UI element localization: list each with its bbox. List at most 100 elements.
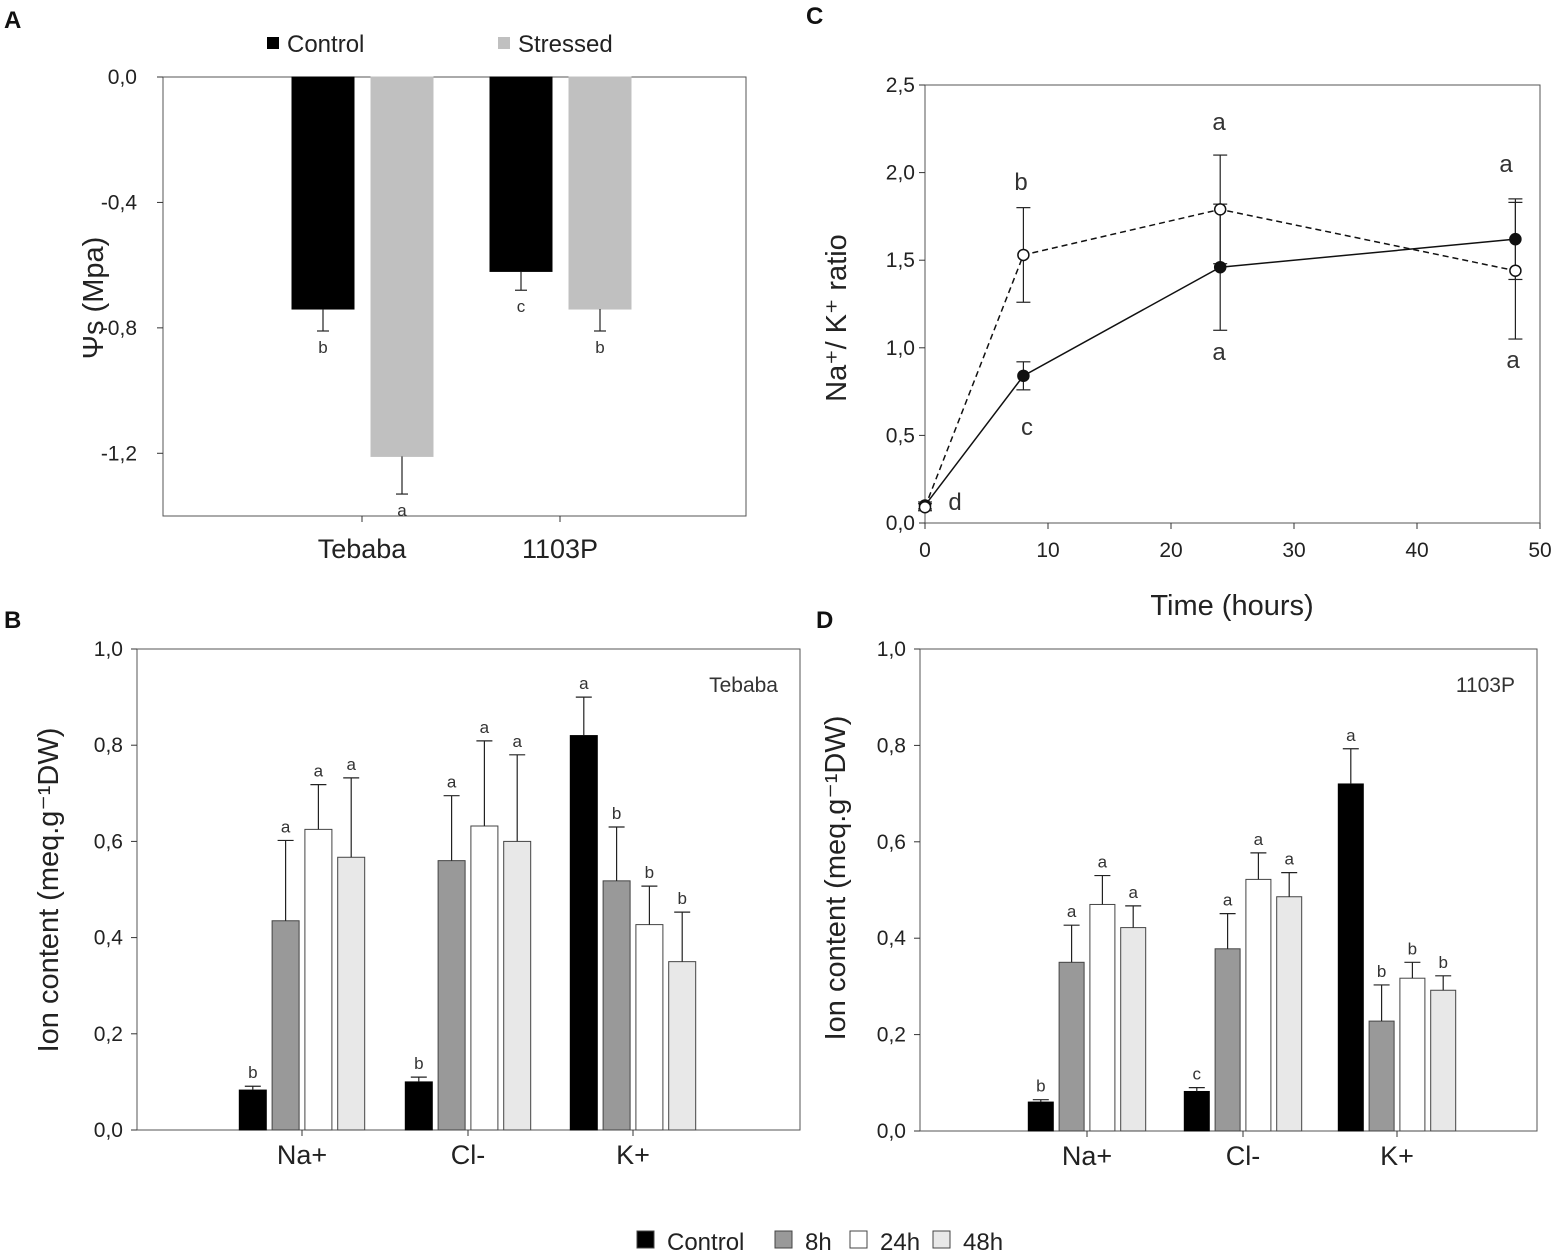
panel-d-bar-24h — [1089, 903, 1116, 1132]
panel-b-ytick-label: 0,0 — [94, 1119, 123, 1142]
panel-c-xtick-label: 10 — [1036, 539, 1059, 562]
panel-a-ytick-label: 0,0 — [108, 66, 137, 89]
panel-b-category-label: K+ — [616, 1140, 650, 1170]
panel-c-ylabel: Na⁺/ K⁺ ratio — [821, 234, 853, 402]
panel-c-xtick-label: 40 — [1405, 539, 1428, 562]
panel-c-sig-label: b — [1014, 169, 1027, 196]
legend-label: 24h — [880, 1229, 920, 1255]
panel-b-sig-label: a — [480, 718, 490, 737]
panel-b-bar-48h — [503, 840, 532, 1131]
panel-a-ylabel: Ψs (Mpa) — [78, 237, 110, 360]
panel-b-bar-8h — [271, 920, 300, 1131]
panel-d-sig-label: b — [1438, 953, 1447, 972]
panel-b-bar-24h — [635, 924, 664, 1131]
panel-b-ytick-label: 1,0 — [94, 638, 123, 661]
panel-c-ytick-label: 0,0 — [886, 512, 915, 535]
panel-d-sig-label: a — [1128, 883, 1138, 902]
legend-swatch-8h — [774, 1230, 793, 1249]
panel-b-ytick-label: 0,4 — [94, 927, 124, 950]
panel-b-sig-label: a — [579, 674, 589, 693]
panel-c-point-1103p — [1509, 264, 1522, 277]
panel-c-xtick-label: 50 — [1528, 539, 1551, 562]
panel-a-category-label: Tebaba — [318, 534, 408, 564]
panel-b-bar-48h — [668, 961, 697, 1131]
panel-b-sig-label: b — [677, 889, 686, 908]
panel-d-sig-label: a — [1254, 830, 1264, 849]
panel-b-bar-48h — [337, 856, 366, 1131]
panel-d-inset-label: 1103P — [1456, 674, 1515, 697]
panel-d-bar-24h — [1245, 878, 1272, 1132]
panel-c-line-1103p — [924, 208, 1516, 508]
panel-c-point-1103p — [918, 500, 932, 514]
panel-d-bar-8h — [1058, 961, 1085, 1132]
panel-c-sig-label: a — [1506, 347, 1520, 374]
panel-d-ytick-label: 0,4 — [877, 927, 907, 950]
panel-d-ytick-label: 0,2 — [877, 1024, 906, 1047]
panel-c-xtick-label: 0 — [919, 539, 931, 562]
panel-a-legend-swatch-stressed — [498, 37, 510, 49]
panel-d-category-label: K+ — [1380, 1141, 1414, 1171]
panel-c-sig-label: c — [1021, 414, 1033, 441]
panel-a: A Ψs (Mpa) 0,0 -0,4 -0,8 -1,2 Tebaba 1103P b c a… — [4, 7, 747, 564]
legend-label: 48h — [963, 1229, 1003, 1255]
panel-c-xlabel: Time (hours) — [1150, 590, 1313, 622]
panel-c-xtick-label: 20 — [1159, 539, 1182, 562]
legend-swatch-48h — [932, 1230, 951, 1249]
panel-a-sig-label: b — [318, 338, 327, 357]
panel-b-sig-label: a — [512, 732, 522, 751]
panel-a-sig-label: c — [517, 297, 526, 316]
panel-a-legend-label: Control — [287, 31, 364, 58]
panel-letter-c: C — [806, 3, 823, 30]
panel-b-sig-label: a — [314, 762, 324, 781]
panel-d-sig-label: a — [1346, 726, 1356, 745]
panel-a-category-label: 1103P — [522, 534, 598, 564]
panel-a-legend-swatch-control — [267, 37, 279, 49]
panel-b-sig-label: a — [281, 817, 291, 836]
panel-b-sig-label: a — [346, 755, 356, 774]
panel-c-ytick-label: 2,0 — [886, 162, 915, 185]
panel-c-sig-label: a — [1212, 109, 1226, 136]
panel-a-plot-frame — [162, 76, 747, 517]
panel-c-point-tebaba — [1213, 260, 1227, 274]
panel-c-line-tebaba — [924, 238, 1516, 506]
panel-d-sig-label: a — [1098, 853, 1108, 872]
panel-b-bar-control — [238, 1089, 267, 1131]
panel-b-ytick-label: 0,2 — [94, 1023, 123, 1046]
panel-d-bar-8h — [1214, 948, 1241, 1132]
panel-b-sig-label: b — [645, 863, 654, 882]
panel-c-sig-label: a — [1499, 151, 1513, 178]
panel-d-sig-label: a — [1067, 902, 1077, 921]
panel-a-sig-label: a — [397, 501, 407, 520]
panel-d-sig-label: c — [1193, 1065, 1202, 1084]
panel-c-xtick-label: 30 — [1282, 539, 1305, 562]
panel-b-sig-label: a — [447, 773, 457, 792]
panel-d-bar-24h — [1399, 977, 1426, 1132]
panel-d-ylabel: Ion content (meq.g⁻¹DW) — [820, 716, 852, 1041]
panel-d-category-label: Cl- — [1226, 1141, 1261, 1171]
panel-c-point-tebaba — [1509, 232, 1522, 246]
panel-d-bar-48h — [1430, 989, 1457, 1132]
panel-c: C Na⁺/ K⁺ ratio Time (hours) 0,0 0,5 1,0 1,… — [806, 3, 1552, 622]
panel-b-category-label: Cl- — [451, 1140, 486, 1170]
panel-c-ytick-label: 1,5 — [886, 249, 915, 272]
panel-a-bar-stressed — [370, 76, 434, 457]
panel-d-sig-label: b — [1036, 1077, 1045, 1096]
bottom-legend: Control 8h 24h 48h — [636, 1229, 1003, 1255]
panel-b-sig-label: b — [612, 804, 621, 823]
panel-b-sig-label: b — [248, 1063, 257, 1082]
panel-d-sig-label: a — [1223, 891, 1233, 910]
panel-b-ytick-label: 0,6 — [94, 830, 123, 853]
panel-a-bar-control — [489, 76, 553, 272]
panel-d-bar-48h — [1276, 896, 1303, 1132]
panel-c-point-tebaba — [1017, 369, 1030, 383]
panel-d-category-label: Na+ — [1062, 1141, 1112, 1171]
panel-a-bar-stressed — [568, 76, 632, 310]
panel-letter-b: B — [4, 607, 21, 634]
panel-d-sig-label: b — [1377, 962, 1386, 981]
panel-c-ytick-label: 1,0 — [886, 337, 915, 360]
panel-b-inset-label: Tebaba — [709, 674, 778, 697]
panel-c-sig-label: d — [948, 489, 961, 516]
panel-d-ytick-label: 1,0 — [877, 638, 906, 661]
panel-d-bar-control — [1183, 1090, 1210, 1132]
